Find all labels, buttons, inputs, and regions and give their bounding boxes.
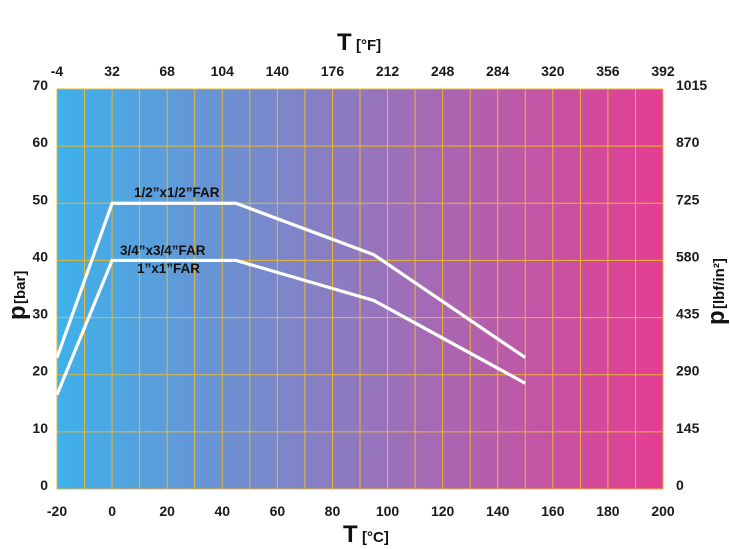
right-axis-symbol: p [703,310,730,325]
top-axis-unit: [°F] [356,37,381,54]
x-top-tick-label: 320 [541,63,565,79]
right-axis-unit: [lbf/in²] [711,258,728,309]
x-bottom-tick-label: 60 [270,503,286,519]
y-left-tick-label: 20 [32,363,48,379]
y-left-tick-label: 60 [32,134,48,150]
y-left-tick-label: 50 [32,191,48,207]
y-left-tick-label: 10 [32,420,48,436]
x-bottom-tick-label: 200 [651,503,675,519]
x-bottom-tick-label: 0 [108,503,116,519]
series-label-one-inch: 1”x1”FAR [137,261,200,276]
y-right-tick-label: 290 [676,363,700,379]
bottom-axis-symbol: T [343,521,358,548]
top-axis-symbol: T [337,29,352,56]
series-label-three-quarter-inch: 3/4”x3/4”FAR [120,243,206,258]
x-top-tick-label: 284 [486,63,510,79]
x-top-tick-label: 32 [104,63,120,79]
left-axis-symbol: p [4,305,31,320]
x-top-tick-label: 104 [211,63,235,79]
y-right-tick-label: 725 [676,191,700,207]
x-top-tick-label: 356 [596,63,620,79]
x-bottom-tick-label: 20 [159,503,175,519]
y-right-tick-label: 0 [676,477,684,493]
x-bottom-tick-label: 40 [214,503,230,519]
series-lines [55,201,527,396]
y-right-tick-label: 435 [676,306,700,322]
x-bottom-tick-label: 100 [376,503,400,519]
x-bottom-tick-label: 140 [486,503,510,519]
x-top-tick-label: 212 [376,63,400,79]
y-right-tick-label: 145 [676,420,700,436]
y-right-tick-label: 1015 [676,77,707,93]
y-left-tick-label: 30 [32,306,48,322]
y-right-tick-label: 580 [676,248,700,264]
x-top-tick-label: 176 [321,63,345,79]
y-left-tick-label: 40 [32,248,48,264]
x-top-tick-label: -4 [51,63,64,79]
x-bottom-tick-label: -20 [47,503,67,519]
x-top-tick-label: 248 [431,63,455,79]
series-line-2 [55,258,527,396]
x-bottom-tick-label: 120 [431,503,455,519]
x-bottom-tick-label: 160 [541,503,565,519]
x-bottom-tick-label: 180 [596,503,620,519]
x-top-tick-label: 140 [266,63,290,79]
y-left-tick-label: 70 [32,77,48,93]
left-axis-unit: [bar] [12,271,29,304]
bottom-axis-unit: [°C] [362,529,389,546]
y-left-tick-label: 0 [40,477,48,493]
y-right-tick-label: 870 [676,134,700,150]
series-label-half-inch: 1/2”x1/2”FAR [134,185,220,200]
x-top-tick-label: 392 [651,63,675,79]
tick-labels: -20 0 20 40 60 80 100 120 140 160 180 200-4 32 68 104 1… [32,63,707,519]
series-line-1 [55,201,527,359]
x-top-tick-label: 68 [159,63,175,79]
x-bottom-tick-label: 80 [325,503,341,519]
